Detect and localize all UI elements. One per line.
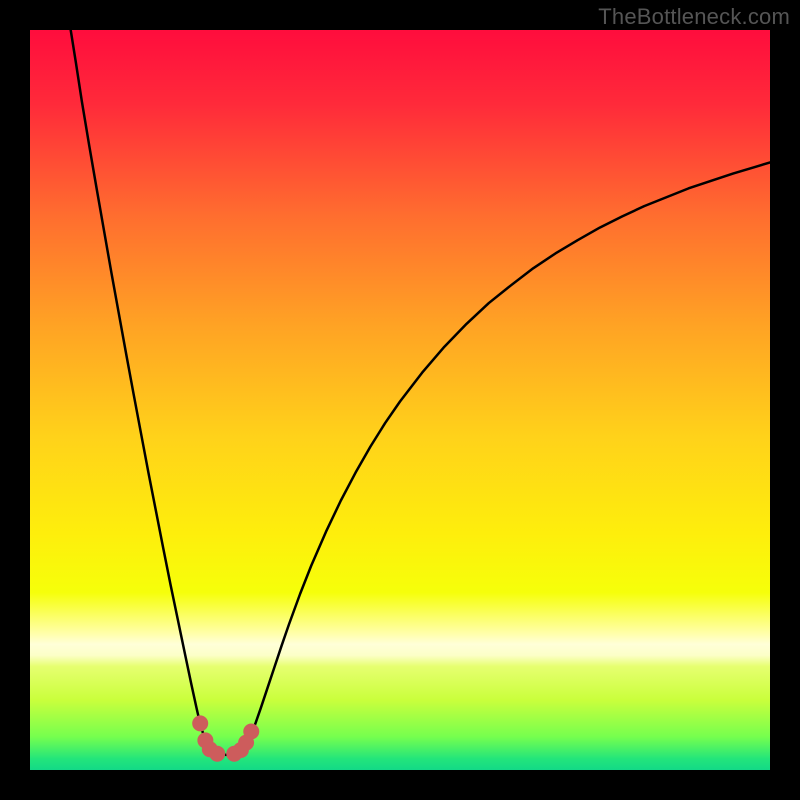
plot-svg xyxy=(30,30,770,770)
marker-dot xyxy=(192,715,208,731)
marker-dot xyxy=(209,746,225,762)
watermark-text: TheBottleneck.com xyxy=(598,4,790,30)
chart-outer: TheBottleneck.com xyxy=(0,0,800,800)
plot-area xyxy=(30,30,770,770)
marker-dot xyxy=(243,724,259,740)
